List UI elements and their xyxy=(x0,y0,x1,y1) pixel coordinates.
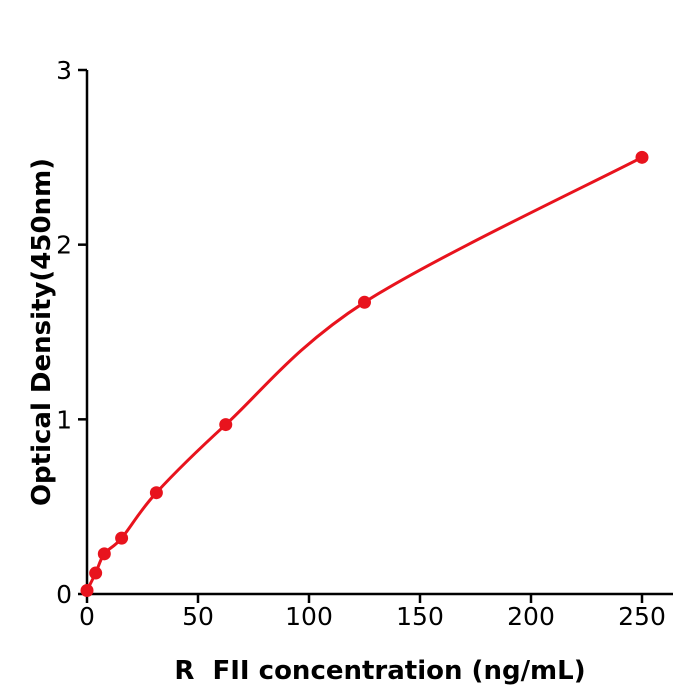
data-point xyxy=(80,584,94,598)
y-tick-label: 3 xyxy=(56,56,72,85)
data-point xyxy=(97,547,111,561)
y-tick-label: 1 xyxy=(56,405,72,434)
y-tick-label: 0 xyxy=(56,580,72,609)
x-tick-label: 200 xyxy=(507,602,555,631)
data-point xyxy=(149,486,163,500)
data-point xyxy=(635,150,649,164)
y-tick-label: 2 xyxy=(56,231,72,260)
data-point xyxy=(115,531,129,545)
fit-curve xyxy=(85,155,644,593)
x-tick-label: 150 xyxy=(396,602,444,631)
x-tick-label: 0 xyxy=(79,602,95,631)
x-tick-label: 50 xyxy=(182,602,214,631)
x-axis-title: R FII concentration (ng/mL) xyxy=(174,656,586,686)
data-point xyxy=(219,418,233,432)
x-tick-label: 100 xyxy=(285,602,333,631)
x-tick-label: 250 xyxy=(618,602,666,631)
y-axis-title: Optical Density(450nm) xyxy=(27,157,57,507)
data-point xyxy=(89,566,103,580)
axes-spines xyxy=(85,70,673,596)
data-point xyxy=(358,295,371,309)
